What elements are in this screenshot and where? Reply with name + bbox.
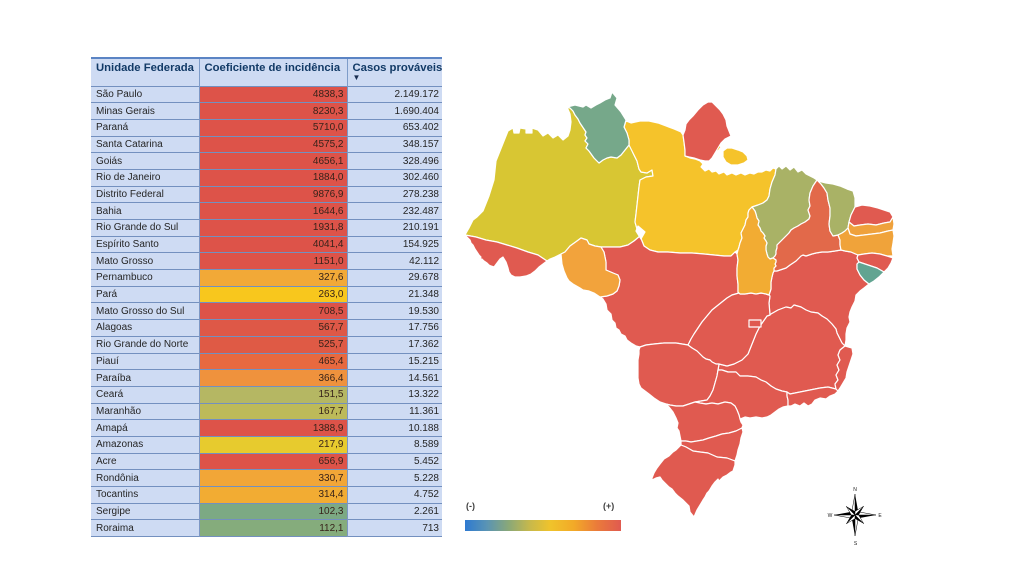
svg-text:W: W [828,513,833,519]
svg-text:S: S [854,541,858,547]
svg-text:N: N [853,487,857,493]
svg-text:E: E [878,513,882,519]
